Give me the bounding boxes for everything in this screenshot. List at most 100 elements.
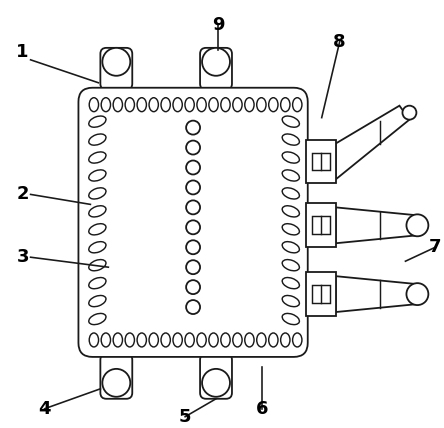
Bar [306,203,336,247]
Text: 3: 3 [16,248,29,266]
Ellipse shape [233,98,242,112]
Ellipse shape [89,224,106,235]
Ellipse shape [137,333,147,347]
Circle shape [186,140,200,155]
Circle shape [186,160,200,175]
Ellipse shape [282,260,299,271]
Polygon shape [336,276,417,312]
Ellipse shape [293,333,302,347]
Ellipse shape [209,333,218,347]
Text: 1: 1 [16,43,29,61]
Ellipse shape [282,116,299,127]
Ellipse shape [89,98,99,112]
Ellipse shape [293,98,302,112]
Polygon shape [336,208,417,243]
Ellipse shape [282,188,299,199]
Bar [312,216,330,234]
FancyBboxPatch shape [79,88,308,357]
Circle shape [202,369,230,397]
Circle shape [406,214,428,236]
Circle shape [186,280,200,294]
Ellipse shape [149,98,159,112]
Circle shape [186,300,200,314]
Ellipse shape [161,333,170,347]
Ellipse shape [89,295,106,307]
Text: 6: 6 [256,400,268,418]
Circle shape [202,48,230,76]
FancyBboxPatch shape [100,354,132,399]
FancyBboxPatch shape [200,48,232,90]
Ellipse shape [282,170,299,181]
Circle shape [402,106,416,120]
Bar [312,285,330,303]
Ellipse shape [221,333,230,347]
Circle shape [186,121,200,134]
Ellipse shape [89,152,106,163]
Ellipse shape [269,98,278,112]
Bar [306,140,336,184]
Circle shape [186,200,200,214]
Ellipse shape [89,206,106,217]
Ellipse shape [185,98,194,112]
Ellipse shape [245,333,254,347]
Ellipse shape [282,313,299,324]
Ellipse shape [282,152,299,163]
Ellipse shape [101,333,111,347]
Ellipse shape [89,260,106,271]
Bar [306,272,336,316]
Ellipse shape [89,242,106,253]
Bar [312,152,330,170]
Ellipse shape [282,295,299,307]
Ellipse shape [125,98,135,112]
Text: 2: 2 [16,185,29,203]
Ellipse shape [245,98,254,112]
Ellipse shape [197,333,206,347]
Ellipse shape [161,98,170,112]
Text: 5: 5 [179,408,191,426]
Ellipse shape [282,277,299,289]
Ellipse shape [113,98,123,112]
Ellipse shape [149,333,159,347]
Ellipse shape [89,134,106,145]
Ellipse shape [89,116,106,127]
Ellipse shape [209,98,218,112]
Ellipse shape [89,313,106,324]
Ellipse shape [173,98,182,112]
Ellipse shape [282,206,299,217]
Ellipse shape [221,98,230,112]
Ellipse shape [125,333,135,347]
Ellipse shape [89,170,106,181]
Circle shape [103,369,130,397]
Ellipse shape [269,333,278,347]
Polygon shape [336,106,409,179]
FancyBboxPatch shape [200,354,232,399]
Ellipse shape [101,98,111,112]
Text: 7: 7 [429,238,442,256]
Ellipse shape [281,333,290,347]
FancyBboxPatch shape [100,48,132,90]
Ellipse shape [173,333,182,347]
Ellipse shape [185,333,194,347]
Ellipse shape [197,98,206,112]
Text: 8: 8 [333,33,346,51]
Text: 4: 4 [38,400,51,418]
Ellipse shape [282,224,299,235]
Circle shape [103,48,130,76]
Ellipse shape [89,333,99,347]
Ellipse shape [281,98,290,112]
Ellipse shape [89,188,106,199]
Circle shape [186,181,200,194]
Ellipse shape [137,98,147,112]
Ellipse shape [113,333,123,347]
Ellipse shape [257,333,266,347]
Ellipse shape [233,333,242,347]
Ellipse shape [282,134,299,145]
Circle shape [186,220,200,234]
Circle shape [186,260,200,274]
Circle shape [406,283,428,305]
Ellipse shape [89,277,106,289]
Ellipse shape [282,242,299,253]
Text: 9: 9 [212,16,224,34]
Circle shape [186,240,200,254]
Ellipse shape [257,98,266,112]
